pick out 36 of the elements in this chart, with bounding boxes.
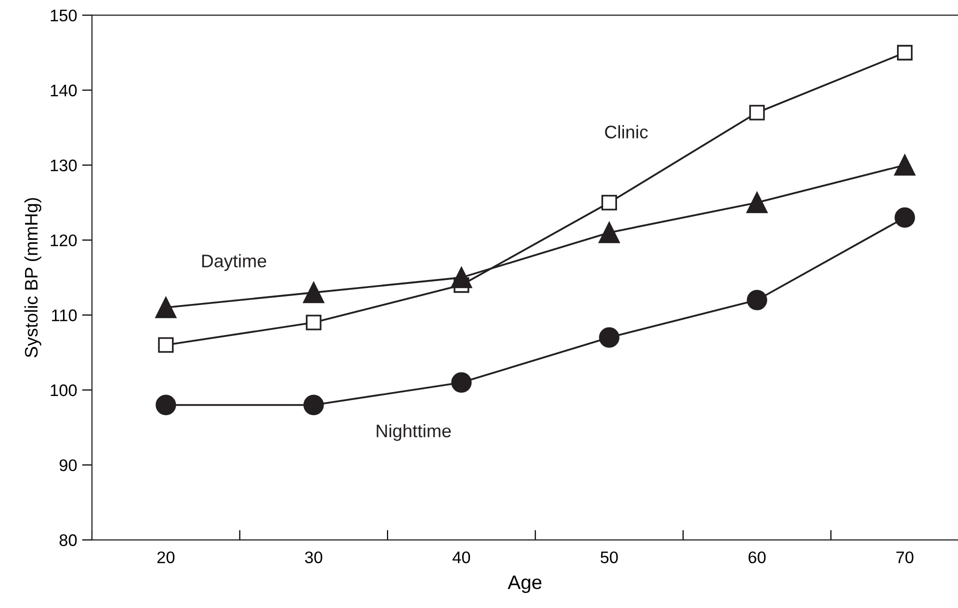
point [158, 337, 174, 353]
x-tick-label: 20 [157, 551, 174, 564]
y-tick-label: 130 [50, 160, 77, 172]
x-axis-title: Age [508, 576, 542, 594]
point [897, 44, 913, 60]
point [303, 282, 324, 304]
series-label: Nighttime [376, 424, 451, 441]
point [894, 207, 916, 228]
point [746, 290, 768, 310]
series-label: Daytime [202, 254, 266, 271]
point [746, 192, 768, 214]
point [598, 222, 620, 244]
y-tick-label: 90 [60, 459, 77, 472]
y-tick-label: 100 [50, 384, 77, 396]
point [306, 314, 322, 330]
x-tick-label: 70 [896, 551, 914, 564]
point [451, 372, 472, 393]
point [303, 394, 324, 416]
point [601, 194, 617, 210]
y-tick-label: 140 [50, 84, 77, 96]
y-tick-label: 110 [52, 309, 77, 322]
y-tick-label: 150 [50, 10, 77, 22]
series-label: Clinic [605, 125, 648, 138]
x-tick-label: 30 [305, 551, 322, 564]
y-tick-label: 80 [60, 534, 77, 546]
y-axis-title: Systolic BP (mmHg) [24, 198, 42, 358]
point [156, 394, 176, 416]
point [450, 266, 472, 288]
point [749, 104, 765, 120]
x-tick-label: 40 [452, 551, 470, 564]
x-tick-label: 60 [748, 551, 766, 564]
x-tick-label: 50 [600, 551, 618, 564]
y-tick-label: 120 [50, 234, 77, 246]
point [599, 327, 620, 348]
point [894, 154, 916, 176]
point [155, 296, 176, 318]
